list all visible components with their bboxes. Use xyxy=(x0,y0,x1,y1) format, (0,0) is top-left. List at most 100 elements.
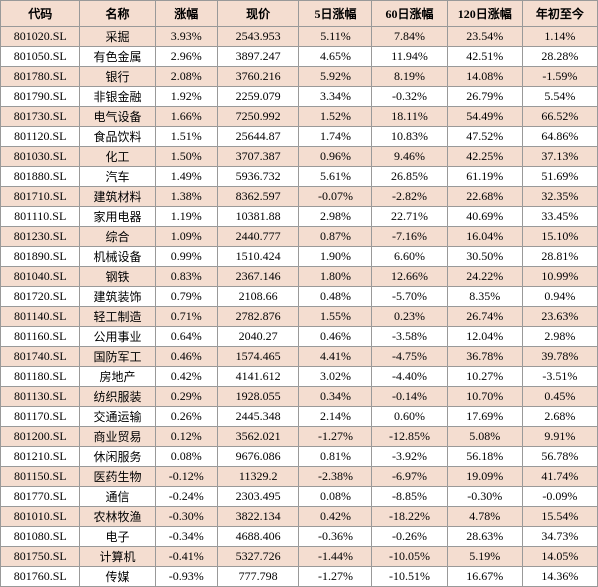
cell-d5: 5.61% xyxy=(299,167,372,187)
cell-ytd: 15.54% xyxy=(522,507,597,527)
cell-d60: -3.92% xyxy=(372,447,447,467)
cell-d120: 14.08% xyxy=(447,67,522,87)
cell-d120: -0.30% xyxy=(447,487,522,507)
cell-code: 801050.SL xyxy=(1,47,80,67)
table-row: 801020.SL采掘3.93%2543.9535.11%7.84%23.54%… xyxy=(1,27,598,47)
cell-change: 2.96% xyxy=(155,47,217,67)
cell-d60: -7.16% xyxy=(372,227,447,247)
cell-d120: 23.54% xyxy=(447,27,522,47)
cell-ytd: 15.10% xyxy=(522,227,597,247)
table-row: 801210.SL休闲服务0.08%9676.0860.81%-3.92%56.… xyxy=(1,447,598,467)
cell-change: 0.42% xyxy=(155,367,217,387)
table-row: 801720.SL建筑装饰0.79%2108.660.48%-5.70%8.35… xyxy=(1,287,598,307)
cell-d5: 1.55% xyxy=(299,307,372,327)
table-row: 801790.SL非银金融1.92%2259.0793.34%-0.32%26.… xyxy=(1,87,598,107)
cell-d60: 12.66% xyxy=(372,267,447,287)
cell-d60: -8.85% xyxy=(372,487,447,507)
cell-name: 采掘 xyxy=(80,27,155,47)
cell-d120: 12.04% xyxy=(447,327,522,347)
cell-code: 801200.SL xyxy=(1,427,80,447)
cell-ytd: -0.09% xyxy=(522,487,597,507)
cell-change: 1.09% xyxy=(155,227,217,247)
cell-d120: 26.79% xyxy=(447,87,522,107)
cell-code: 801890.SL xyxy=(1,247,80,267)
table-row: 801170.SL交通运输0.26%2445.3482.14%0.60%17.6… xyxy=(1,407,598,427)
cell-d120: 61.19% xyxy=(447,167,522,187)
cell-d5: 0.81% xyxy=(299,447,372,467)
cell-d60: 8.19% xyxy=(372,67,447,87)
table-row: 801140.SL轻工制造0.71%2782.8761.55%0.23%26.7… xyxy=(1,307,598,327)
cell-change: 2.08% xyxy=(155,67,217,87)
table-row: 801770.SL通信-0.24%2303.4950.08%-8.85%-0.3… xyxy=(1,487,598,507)
cell-code: 801210.SL xyxy=(1,447,80,467)
cell-change: 1.66% xyxy=(155,107,217,127)
cell-d120: 19.09% xyxy=(447,467,522,487)
cell-price: 3822.134 xyxy=(217,507,299,527)
cell-ytd: 2.98% xyxy=(522,327,597,347)
cell-d120: 16.67% xyxy=(447,567,522,587)
cell-d120: 24.22% xyxy=(447,267,522,287)
table-row: 801200.SL商业贸易0.12%3562.021-1.27%-12.85%5… xyxy=(1,427,598,447)
cell-ytd: 66.52% xyxy=(522,107,597,127)
cell-d120: 36.78% xyxy=(447,347,522,367)
cell-price: 9676.086 xyxy=(217,447,299,467)
cell-price: 2108.66 xyxy=(217,287,299,307)
table-row: 801050.SL有色金属2.96%3897.2474.65%11.94%42.… xyxy=(1,47,598,67)
cell-name: 医药生物 xyxy=(80,467,155,487)
cell-price: 1510.424 xyxy=(217,247,299,267)
cell-code: 801150.SL xyxy=(1,467,80,487)
cell-name: 传媒 xyxy=(80,567,155,587)
cell-change: -0.41% xyxy=(155,547,217,567)
cell-ytd: 9.91% xyxy=(522,427,597,447)
cell-d5: 3.02% xyxy=(299,367,372,387)
cell-d60: 11.94% xyxy=(372,47,447,67)
cell-d60: 6.60% xyxy=(372,247,447,267)
cell-change: 1.51% xyxy=(155,127,217,147)
cell-ytd: 14.36% xyxy=(522,567,597,587)
cell-code: 801020.SL xyxy=(1,27,80,47)
header-price: 现价 xyxy=(217,1,299,27)
cell-d120: 16.04% xyxy=(447,227,522,247)
cell-name: 纺织服装 xyxy=(80,387,155,407)
cell-d60: -12.85% xyxy=(372,427,447,447)
cell-d60: -0.26% xyxy=(372,527,447,547)
cell-code: 801080.SL xyxy=(1,527,80,547)
cell-d60: 0.23% xyxy=(372,307,447,327)
cell-name: 公用事业 xyxy=(80,327,155,347)
cell-change: 1.50% xyxy=(155,147,217,167)
cell-d120: 8.35% xyxy=(447,287,522,307)
table-row: 801710.SL建筑材料1.38%8362.597-0.07%-2.82%22… xyxy=(1,187,598,207)
cell-d5: 5.11% xyxy=(299,27,372,47)
cell-code: 801230.SL xyxy=(1,227,80,247)
cell-name: 汽车 xyxy=(80,167,155,187)
cell-change: -0.30% xyxy=(155,507,217,527)
cell-name: 建筑材料 xyxy=(80,187,155,207)
header-120d: 120日涨幅 xyxy=(447,1,522,27)
cell-price: 2259.079 xyxy=(217,87,299,107)
cell-d5: -1.44% xyxy=(299,547,372,567)
cell-name: 家用电器 xyxy=(80,207,155,227)
cell-d5: -0.07% xyxy=(299,187,372,207)
cell-d5: -0.36% xyxy=(299,527,372,547)
cell-name: 休闲服务 xyxy=(80,447,155,467)
cell-price: 5327.726 xyxy=(217,547,299,567)
cell-price: 2782.876 xyxy=(217,307,299,327)
cell-d5: 2.14% xyxy=(299,407,372,427)
cell-code: 801170.SL xyxy=(1,407,80,427)
cell-d60: -4.75% xyxy=(372,347,447,367)
cell-price: 3707.387 xyxy=(217,147,299,167)
cell-price: 2367.146 xyxy=(217,267,299,287)
cell-change: 1.38% xyxy=(155,187,217,207)
cell-price: 2040.27 xyxy=(217,327,299,347)
cell-price: 5936.732 xyxy=(217,167,299,187)
cell-d5: 4.65% xyxy=(299,47,372,67)
cell-name: 国防军工 xyxy=(80,347,155,367)
cell-code: 801180.SL xyxy=(1,367,80,387)
cell-ytd: 39.78% xyxy=(522,347,597,367)
table-row: 801120.SL食品饮料1.51%25644.871.74%10.83%47.… xyxy=(1,127,598,147)
cell-ytd: 23.63% xyxy=(522,307,597,327)
cell-price: 7250.992 xyxy=(217,107,299,127)
cell-d5: 5.92% xyxy=(299,67,372,87)
header-change: 涨幅 xyxy=(155,1,217,27)
header-row: 代码 名称 涨幅 现价 5日涨幅 60日涨幅 120日涨幅 年初至今 xyxy=(1,1,598,27)
